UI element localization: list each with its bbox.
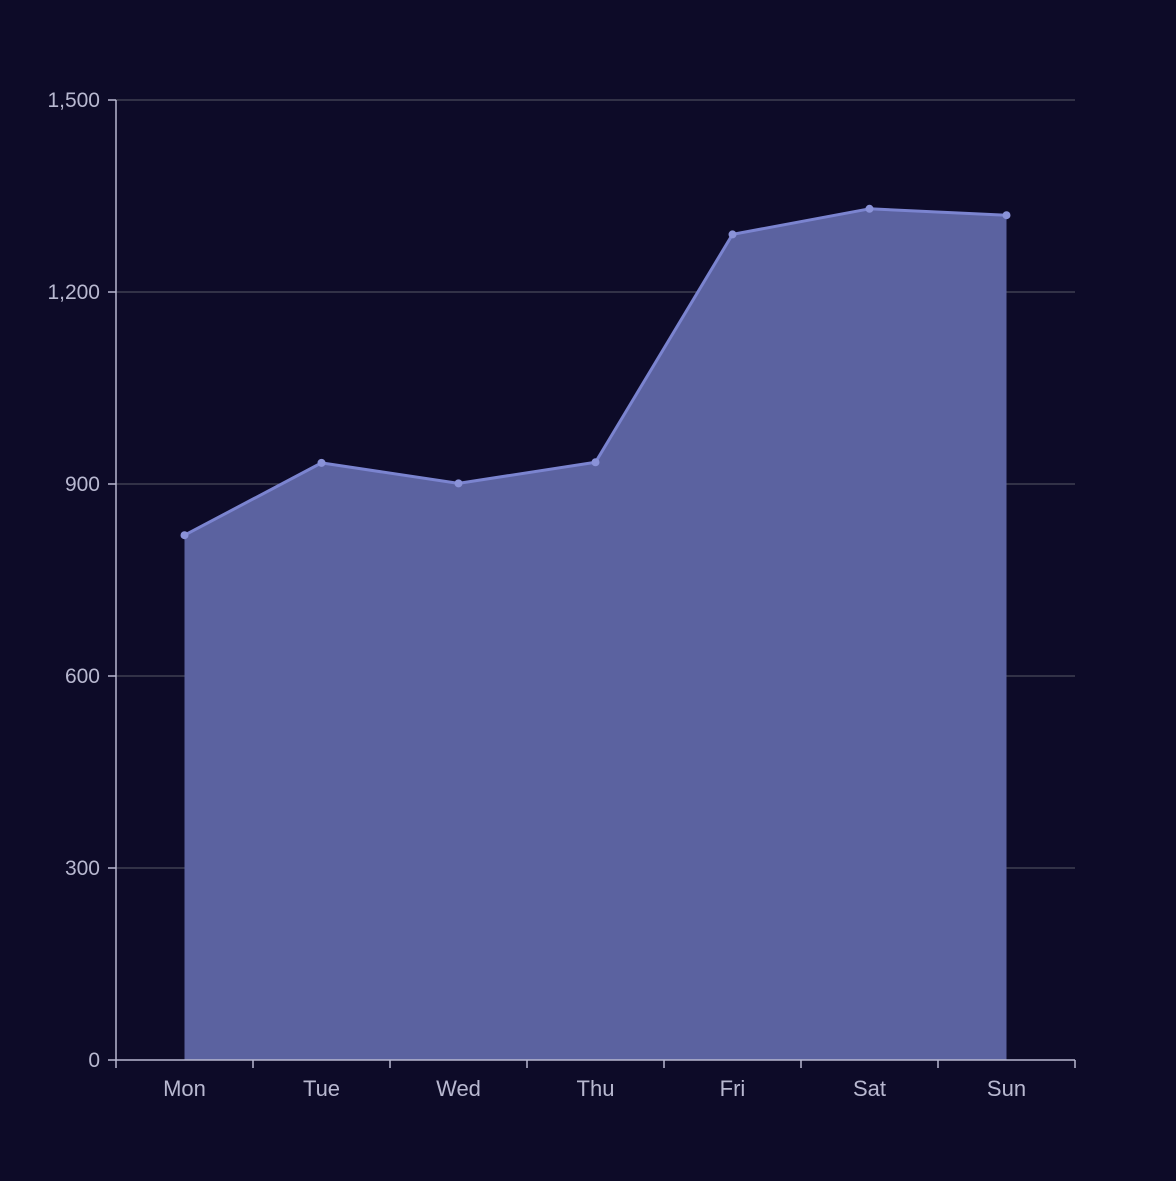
area-fill [184,208,1007,1061]
data-point-mon [180,531,189,540]
y-tick-label-0: 0 [88,1049,100,1072]
y-tick-label-3: 900 [65,473,100,496]
y-tick-label-2: 600 [65,665,100,688]
data-point-sun [1002,211,1011,220]
x-tick-labels: Mon Tue Wed Thu Fri Sat Sun [163,1076,1026,1101]
x-tick-label-thu: Thu [577,1076,615,1101]
data-points [180,204,1011,540]
x-tick-label-fri: Fri [720,1076,746,1101]
x-tick-label-wed: Wed [436,1076,481,1101]
y-tick-label-4: 1,200 [47,281,100,304]
y-tick-labels: 0 300 600 900 1,200 1,500 [47,89,100,1072]
data-point-wed [454,479,463,488]
data-point-thu [591,458,600,467]
data-point-tue [317,458,326,467]
x-tick-label-sat: Sat [853,1076,886,1101]
x-tick-label-tue: Tue [303,1076,340,1101]
data-point-sat [865,204,874,213]
axes [108,99,1076,1068]
y-tick-label-1: 300 [65,857,100,880]
x-tick-label-sun: Sun [987,1076,1026,1101]
data-point-fri [728,230,737,239]
x-tick-label-mon: Mon [163,1076,206,1101]
y-tick-label-5: 1,500 [47,89,100,112]
